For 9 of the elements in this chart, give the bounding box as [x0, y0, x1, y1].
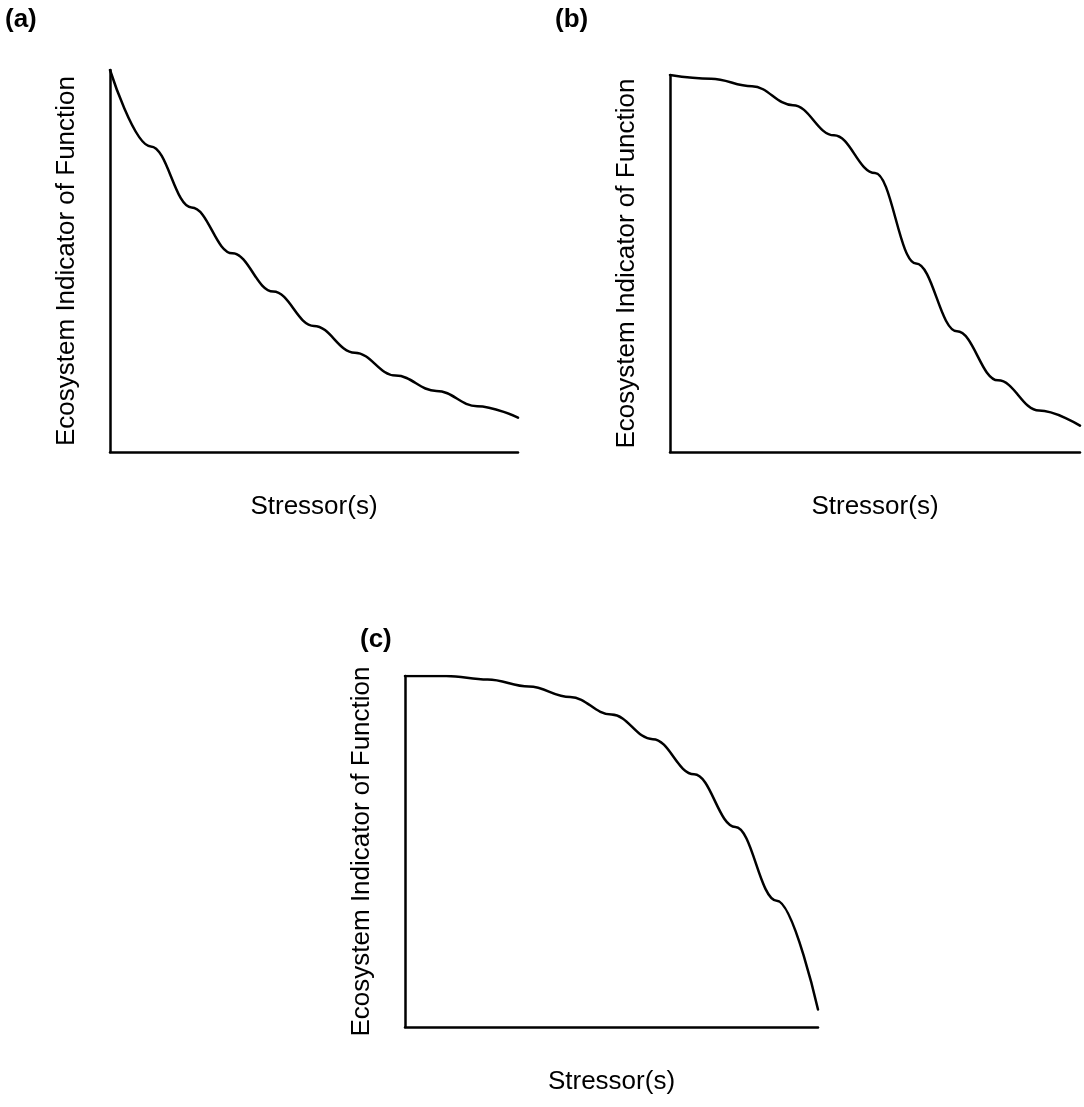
- chart-title: (c): [360, 623, 392, 653]
- x-axis-title: Stressor(s): [547, 1065, 676, 1095]
- y-axis-title: Ecosystem Indicator of Function: [50, 76, 80, 446]
- chart-title: (a): [5, 3, 37, 33]
- x-axis-title: Stressor(s): [250, 490, 378, 520]
- chart-title: (b): [555, 3, 589, 33]
- y-axis-title: Ecosystem Indicator of Function: [345, 666, 375, 1037]
- x-axis-title: Stressor(s): [811, 490, 939, 520]
- y-axis-title: Ecosystem Indicator of Function: [610, 78, 640, 449]
